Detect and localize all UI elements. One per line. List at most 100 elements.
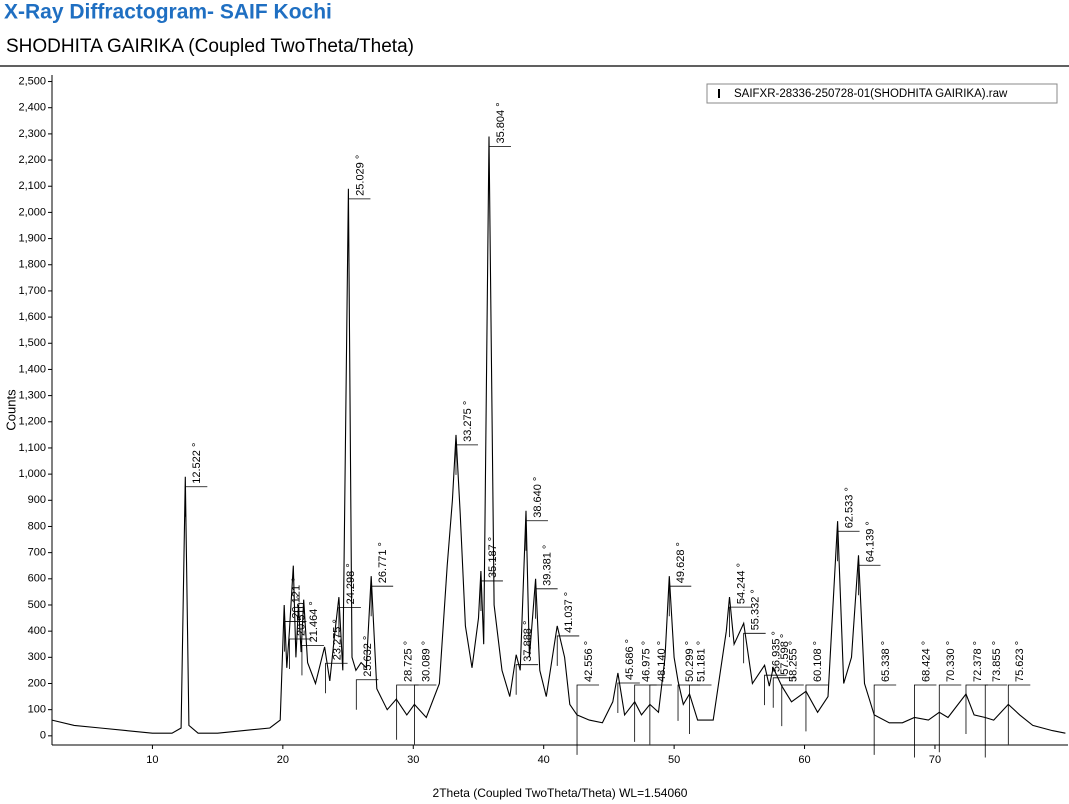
peak-label: 35.187 ° xyxy=(487,537,499,578)
peak-leader xyxy=(576,684,600,755)
peak-label: 30.089 ° xyxy=(420,641,432,682)
peak-label: 68.424 ° xyxy=(920,641,932,682)
y-tick-label: 1,900 xyxy=(18,232,46,244)
peak-leader xyxy=(535,588,558,619)
peak-label: 12.522 ° xyxy=(191,443,203,484)
y-tick-label: 1,400 xyxy=(18,363,46,375)
peak-label: 72.378 ° xyxy=(972,641,984,682)
peak-label: 64.139 ° xyxy=(864,521,876,562)
peak-label: 57.598 ° xyxy=(779,634,791,675)
diffraction-line xyxy=(51,136,1066,734)
chart-title: X-Ray Diffractogram- SAIF Kochi xyxy=(4,1,332,24)
peak-label: 58.255 ° xyxy=(788,641,800,682)
peak-label: 20.510 ° xyxy=(295,595,307,636)
peak-label: 20.121 ° xyxy=(290,577,302,618)
y-tick-label: 1,700 xyxy=(18,285,46,297)
y-tick-label: 1,800 xyxy=(18,259,46,271)
x-tick-label: 10 xyxy=(146,754,158,766)
peak-leader xyxy=(858,564,881,596)
x-tick-label: 40 xyxy=(538,754,550,766)
peak-leader xyxy=(370,585,394,617)
peak-label: 48.140 ° xyxy=(656,641,668,682)
y-tick-label: 900 xyxy=(28,494,46,506)
peak-leader xyxy=(729,606,752,638)
peak-leader xyxy=(649,684,672,745)
peak-label: 23.275 ° xyxy=(331,619,343,660)
peak-label: 35.804 ° xyxy=(495,102,507,143)
y-tick-label: 400 xyxy=(28,625,46,637)
peak-leader xyxy=(772,677,796,708)
peak-leader xyxy=(556,635,580,666)
peak-leader xyxy=(396,684,419,740)
peak-leader xyxy=(689,684,712,734)
peak-label: 42.556 ° xyxy=(583,641,595,682)
peak-leader xyxy=(914,684,937,758)
peak-label: 41.037 ° xyxy=(563,592,575,633)
x-tick-label: 60 xyxy=(798,754,810,766)
peak-leader xyxy=(355,679,379,710)
peak-leader xyxy=(764,674,787,706)
peak-leader xyxy=(525,520,548,551)
peak-label: 24.298 ° xyxy=(345,563,357,604)
peak-leader xyxy=(1007,684,1031,745)
y-tick-label: 0 xyxy=(40,730,46,742)
peak-leader xyxy=(873,684,897,755)
peak-label: 70.330 ° xyxy=(945,641,957,682)
y-tick-label: 2,500 xyxy=(18,75,46,87)
peak-leader xyxy=(414,684,437,745)
y-tick-label: 100 xyxy=(28,704,46,716)
peak-leader xyxy=(965,684,988,734)
peak-label: 50.299 ° xyxy=(684,641,696,682)
peak-label: 56.935 ° xyxy=(770,631,782,672)
x-axis-label: 2Theta (Coupled TwoTheta/Theta) WL=1.540… xyxy=(433,786,688,800)
peak-leader xyxy=(284,621,307,652)
y-tick-label: 1,200 xyxy=(18,416,46,428)
chart-subtitle: SHODHITA GAIRIKA (Coupled TwoTheta/Theta… xyxy=(6,36,414,57)
peak-label: 49.628 ° xyxy=(675,542,687,583)
y-tick-label: 1,600 xyxy=(18,311,46,323)
peak-leader xyxy=(805,684,828,732)
peak-label: 33.275 ° xyxy=(462,401,474,442)
peak-label: 39.381 ° xyxy=(542,545,554,586)
peak-label: 54.244 ° xyxy=(735,563,747,604)
y-tick-label: 1,000 xyxy=(18,468,46,480)
peak-leader xyxy=(480,580,503,611)
peak-leader xyxy=(184,486,208,517)
peak-label: 65.338 ° xyxy=(880,641,892,682)
peak-leader xyxy=(289,638,312,669)
peak-label: 26.771 ° xyxy=(377,542,389,583)
y-tick-label: 800 xyxy=(28,520,46,532)
peak-label: 62.533 ° xyxy=(843,487,855,528)
peak-label: 37.888 ° xyxy=(522,621,534,662)
peak-label: 45.686 ° xyxy=(624,639,636,680)
peak-leader xyxy=(984,684,1008,758)
peak-leader xyxy=(301,644,324,676)
peak-leader xyxy=(515,664,539,695)
peak-label: 75.623 ° xyxy=(1014,641,1026,682)
y-tick-label: 2,000 xyxy=(18,206,46,218)
peak-leader xyxy=(781,684,804,727)
peak-leader xyxy=(938,684,962,753)
peak-leader xyxy=(488,146,511,177)
peak-label: 25.632 ° xyxy=(362,636,374,677)
peak-label: 21.464 ° xyxy=(308,601,320,642)
peak-label: 55.332 ° xyxy=(750,589,762,630)
y-tick-label: 2,100 xyxy=(18,180,46,192)
y-tick-label: 2,400 xyxy=(18,102,46,114)
y-tick-label: 2,200 xyxy=(18,154,46,166)
legend-box xyxy=(706,83,1058,104)
peak-leader xyxy=(348,198,371,229)
peak-leader xyxy=(743,632,766,664)
y-tick-label: 700 xyxy=(28,547,46,559)
peak-label: 28.725 ° xyxy=(403,641,415,682)
x-tick-label: 30 xyxy=(407,754,419,766)
x-tick-label: 50 xyxy=(668,754,680,766)
y-tick-label: 1,300 xyxy=(18,390,46,402)
y-tick-label: 2,300 xyxy=(18,128,46,140)
y-tick-label: 1,500 xyxy=(18,337,46,349)
y-tick-label: 200 xyxy=(28,677,46,689)
y-tick-label: 500 xyxy=(28,599,46,611)
peak-leader xyxy=(325,662,348,694)
peak-leader xyxy=(837,530,860,562)
